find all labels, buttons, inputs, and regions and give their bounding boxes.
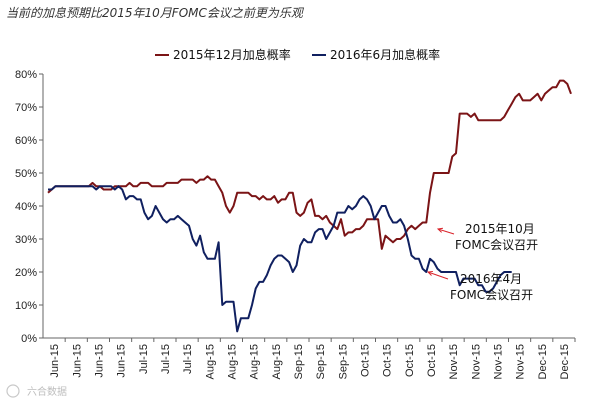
x-tick-label: Aug-15 <box>204 344 216 379</box>
x-tick-label: Aug-15 <box>249 344 261 379</box>
x-tick-label: Nov-15 <box>470 344 482 379</box>
x-tick-label: Sep-15 <box>293 344 305 379</box>
y-tick-label: 30% <box>15 234 37 246</box>
x-tick-label: Jul-15 <box>138 344 150 374</box>
x-tick-label: Jun-15 <box>116 344 128 378</box>
annotation-text-2: FOMC会议召开 <box>450 288 533 302</box>
legend-label-2: 2016年6月加息概率 <box>330 47 440 62</box>
y-tick-label: 20% <box>15 267 37 279</box>
watermark-logo-icon <box>6 384 20 398</box>
x-tick-label: Aug-15 <box>271 344 283 379</box>
x-tick-label: Jul-15 <box>182 344 194 374</box>
y-tick-label: 40% <box>15 201 37 213</box>
axes: 0% 10% 20% 30% 40% 50% 60% 70% 80% Jun-15 Jun-15 Ju… <box>15 69 576 379</box>
y-tick-label: 10% <box>15 300 37 312</box>
watermark-text: 六合数据 <box>27 385 67 398</box>
x-tick-label: Jul-15 <box>160 344 172 374</box>
x-tick-label: Jun-15 <box>49 344 61 378</box>
x-tick-label: Sep-15 <box>337 344 349 379</box>
x-tick-label: Nov-15 <box>492 344 504 379</box>
x-tick-label: Jun-15 <box>71 344 83 378</box>
y-tick-label: 80% <box>15 69 37 81</box>
annotation-text-1: FOMC会议召开 <box>455 238 538 252</box>
series-line-1 <box>47 79 572 250</box>
x-tick-label: Jun-15 <box>93 344 105 378</box>
y-tick-label: 70% <box>15 102 37 114</box>
series-layer <box>47 79 572 333</box>
x-tick-label: Nov-15 <box>515 344 527 379</box>
series-line-2 <box>48 185 512 333</box>
legend-label-1: 2015年12月加息概率 <box>173 47 291 62</box>
x-tick-label: Nov-15 <box>448 344 460 379</box>
annotation-text-1: 2015年10月 <box>465 222 535 236</box>
x-tick-label: Oct-15 <box>426 344 438 377</box>
annotation-arrowhead-2 <box>426 270 434 276</box>
x-tick-label: Dec-15 <box>559 344 571 379</box>
annotation-arrow-2 <box>427 271 449 280</box>
x-tick-label: Sep-15 <box>315 344 327 379</box>
legend: 2015年12月加息概率 2016年6月加息概率 <box>155 47 440 62</box>
annotation-arrowhead-1 <box>436 227 444 233</box>
x-tick-label: Oct-15 <box>382 344 394 377</box>
x-tick-label: Dec-15 <box>537 344 549 379</box>
x-tick-label: Oct-15 <box>404 344 416 377</box>
annotations: 2015年10月 FOMC会议召开 2016年4月 FOMC会议召开 <box>426 222 538 302</box>
annotation-arrow-1 <box>437 228 455 235</box>
y-tick-label: 0% <box>21 333 37 345</box>
annotation-text-2: 2016年4月 <box>460 272 522 286</box>
y-tick-label: 60% <box>15 135 37 147</box>
watermark: 六合数据 <box>6 384 67 398</box>
chart-title: 当前的加息预期比2015年10月FOMC会议之前更为乐观 <box>6 6 303 20</box>
x-tick-label: Oct-15 <box>359 344 371 377</box>
y-tick-label: 50% <box>15 168 37 180</box>
x-tick-label: Aug-15 <box>226 344 238 379</box>
